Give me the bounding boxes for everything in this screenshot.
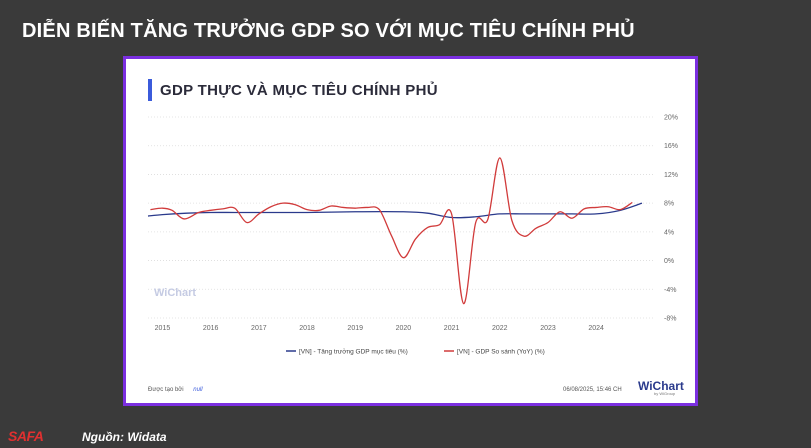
y-tick-label: 0% [664, 258, 674, 265]
x-tick-label: 2020 [396, 325, 412, 332]
x-tick-label: 2018 [299, 325, 315, 332]
y-tick-label: 12% [664, 172, 678, 179]
x-tick-label: 2023 [540, 325, 556, 332]
brand-name: WiChart [638, 379, 684, 393]
wichart-logo: WiChart by WiGroup [638, 377, 686, 397]
created-by: Được tạo bởi null [148, 387, 203, 393]
x-tick-label: 2015 [155, 325, 171, 332]
x-tick-label: 2016 [203, 325, 219, 332]
x-tick-label: 2019 [347, 325, 363, 332]
chart-title: GDP THỰC VÀ MỤC TIÊU CHÍNH PHỦ [160, 81, 438, 99]
heading-accent-bar [148, 79, 152, 101]
x-tick-label: 2017 [251, 325, 267, 332]
created-by-label: Được tạo bởi [148, 387, 184, 393]
chart-heading: GDP THỰC VÀ MỤC TIÊU CHÍNH PHỦ [148, 79, 438, 101]
legend-label: [VN] - Tăng trưởng GDP mục tiêu (%) [299, 348, 408, 356]
y-tick-label: 16% [664, 143, 678, 150]
brand-subtitle: by WiGroup [654, 391, 676, 396]
created-by-value: null [193, 387, 203, 393]
gdp-yoy-series-line [150, 157, 633, 305]
slide-title: DIỄN BIẾN TĂNG TRƯỞNG GDP SO VỚI MỤC TIÊ… [22, 20, 635, 42]
x-tick-label: 2021 [444, 325, 460, 332]
chart-card: GDP THỰC VÀ MỤC TIÊU CHÍNH PHỦ 20% 16% 12%… [123, 56, 698, 406]
safa-logo: SAFA [8, 428, 44, 444]
y-tick-label: -4% [664, 287, 676, 294]
gdp-line-chart: 20% 16% 12% 8% 4% 0% -4% -8% 2015 2016 2017 2018 201… [147, 115, 678, 356]
x-tick-label: 2024 [588, 325, 604, 332]
timestamp: 06/08/2025, 15:46 CH [563, 387, 622, 393]
source-label: Nguồn: Widata [82, 430, 167, 444]
x-tick-label: 2022 [492, 325, 508, 332]
wichart-watermark: WiChart [154, 287, 197, 299]
y-tick-label: 4% [664, 229, 674, 236]
y-tick-label: 20% [664, 115, 678, 122]
legend-label: [VN] - GDP So sánh (YoY) (%) [457, 349, 545, 356]
y-tick-label: 8% [664, 201, 674, 208]
y-tick-label: -8% [664, 316, 676, 323]
target-gdp-series-line [147, 202, 643, 219]
